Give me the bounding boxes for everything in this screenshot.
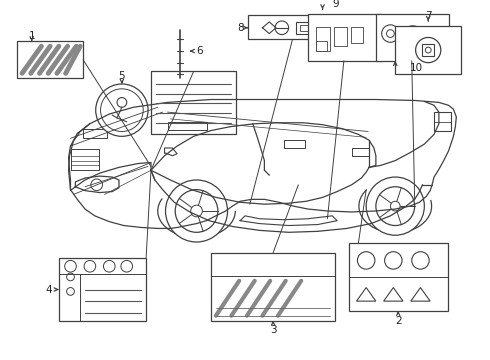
Bar <box>316 41 327 51</box>
Text: 8: 8 <box>237 23 244 33</box>
Text: 1: 1 <box>28 31 35 41</box>
Text: 3: 3 <box>270 325 276 335</box>
Bar <box>351 27 363 43</box>
Circle shape <box>391 201 400 211</box>
Circle shape <box>117 98 127 107</box>
Polygon shape <box>384 288 403 301</box>
Polygon shape <box>411 288 430 301</box>
Circle shape <box>275 21 289 35</box>
Bar <box>422 44 434 56</box>
Text: 4: 4 <box>46 284 52 294</box>
Bar <box>72 149 98 170</box>
Circle shape <box>376 187 415 225</box>
Circle shape <box>91 179 102 191</box>
Circle shape <box>191 205 202 217</box>
Circle shape <box>366 177 424 235</box>
Circle shape <box>100 89 143 131</box>
Bar <box>395 26 461 74</box>
Circle shape <box>357 252 375 269</box>
Bar <box>300 25 310 31</box>
Circle shape <box>175 190 218 232</box>
Bar <box>248 15 337 39</box>
Text: 9: 9 <box>333 0 340 9</box>
Bar <box>151 71 236 134</box>
Circle shape <box>65 260 76 272</box>
Bar <box>424 36 440 47</box>
Bar <box>211 253 335 320</box>
Circle shape <box>416 37 441 63</box>
Text: 2: 2 <box>395 315 401 325</box>
Bar <box>434 112 451 131</box>
Bar <box>83 129 107 138</box>
Circle shape <box>425 47 431 53</box>
Circle shape <box>382 25 399 42</box>
Bar <box>17 41 83 78</box>
Circle shape <box>412 252 429 269</box>
Circle shape <box>121 260 133 272</box>
Bar <box>334 27 347 46</box>
Bar <box>308 14 381 61</box>
Circle shape <box>67 273 74 281</box>
Circle shape <box>387 30 394 37</box>
Polygon shape <box>357 288 376 301</box>
Bar <box>59 257 146 320</box>
Circle shape <box>385 252 402 269</box>
Circle shape <box>402 26 423 47</box>
Bar <box>349 243 447 311</box>
Bar <box>426 37 438 45</box>
Text: 7: 7 <box>425 11 432 21</box>
Bar <box>284 140 305 148</box>
Bar <box>316 27 330 51</box>
Bar <box>376 14 448 61</box>
Text: 5: 5 <box>119 71 125 81</box>
Circle shape <box>67 288 74 295</box>
Text: 6: 6 <box>196 46 203 56</box>
Text: 10: 10 <box>410 63 423 73</box>
Circle shape <box>166 180 227 242</box>
Circle shape <box>103 260 115 272</box>
Bar <box>174 76 187 82</box>
Bar <box>352 148 369 156</box>
Bar <box>169 122 207 130</box>
Circle shape <box>84 260 96 272</box>
Bar <box>296 22 314 33</box>
Circle shape <box>96 84 148 136</box>
